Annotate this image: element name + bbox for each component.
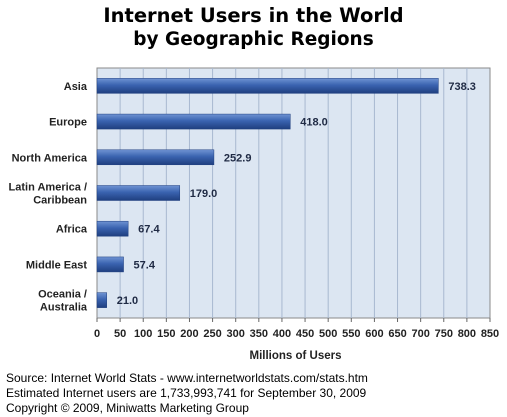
- chart-subtitle: by Geographic Regions: [133, 29, 374, 50]
- chart-title: Internet Users in the World: [103, 4, 404, 27]
- x-tick-label: 300: [227, 328, 245, 340]
- data-label: 738.3: [448, 81, 476, 93]
- x-axis-title: Millions of Users: [249, 350, 341, 362]
- data-label: 179.0: [190, 188, 218, 200]
- x-tick-label: 800: [458, 328, 476, 340]
- x-tick-label: 50: [114, 328, 126, 340]
- data-label: 67.4: [138, 224, 160, 236]
- x-tick-label: 0: [94, 328, 100, 340]
- x-tick-label: 600: [365, 328, 383, 340]
- x-tick-label: 700: [411, 328, 429, 340]
- data-label: 57.4: [134, 259, 156, 271]
- bar: [96, 149, 215, 166]
- x-tick-label: 550: [342, 328, 360, 340]
- x-tick-label: 100: [134, 328, 152, 340]
- data-label: 418.0: [300, 117, 328, 129]
- data-label: 252.9: [224, 152, 252, 164]
- data-label: 21.0: [117, 295, 138, 307]
- category-label: North America: [12, 152, 88, 164]
- category-label: Middle East: [26, 259, 87, 271]
- bar: [96, 292, 107, 308]
- x-tick-label: 500: [319, 328, 337, 340]
- category-label: Africa: [56, 224, 88, 236]
- bar: [96, 78, 439, 94]
- bar: [96, 256, 124, 273]
- bar: [96, 113, 291, 130]
- estimate-note: Estimated Internet users are 1,733,993,7…: [6, 386, 367, 400]
- x-tick-label: 150: [157, 328, 175, 340]
- x-tick-label: 850: [481, 328, 499, 340]
- category-label: Asia: [64, 81, 88, 93]
- copyright-note: Copyright © 2009, Miniwatts Marketing Gr…: [6, 401, 249, 415]
- x-tick-label: 400: [273, 328, 291, 340]
- x-tick-label: 650: [388, 328, 406, 340]
- category-label: Caribbean: [33, 195, 87, 207]
- category-label: Latin America /: [9, 182, 87, 194]
- x-tick-label: 350: [250, 328, 268, 340]
- x-tick-label: 450: [296, 328, 314, 340]
- x-tick-label: 750: [435, 328, 453, 340]
- category-label: Australia: [40, 302, 88, 314]
- bar: [96, 185, 181, 201]
- bar: [96, 220, 129, 237]
- x-tick-label: 250: [203, 328, 221, 340]
- category-label: Europe: [49, 117, 87, 129]
- source-note: Source: Internet World Stats - www.inter…: [6, 371, 368, 385]
- x-tick-label: 200: [180, 328, 198, 340]
- category-label: Oceania /: [38, 289, 87, 301]
